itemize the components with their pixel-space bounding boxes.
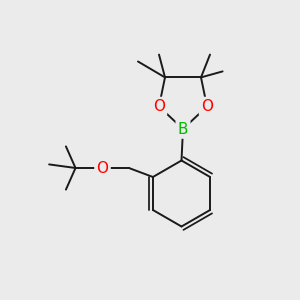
Text: B: B [178, 122, 188, 136]
Text: O: O [97, 160, 109, 175]
Text: O: O [201, 99, 213, 114]
Text: O: O [153, 99, 165, 114]
